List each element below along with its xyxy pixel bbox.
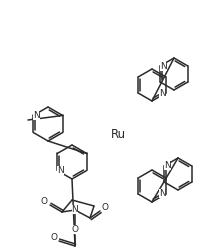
Text: O: O [72,226,78,234]
Text: N: N [160,189,166,199]
Text: O: O [40,198,48,206]
Text: O: O [51,233,57,243]
Text: N: N [72,206,78,214]
Text: N: N [33,111,40,120]
Text: N: N [164,162,170,170]
Text: Ru: Ru [111,128,126,142]
Text: O: O [101,204,109,212]
Text: N: N [160,62,167,70]
Text: N: N [57,166,64,175]
Text: N: N [160,88,166,98]
